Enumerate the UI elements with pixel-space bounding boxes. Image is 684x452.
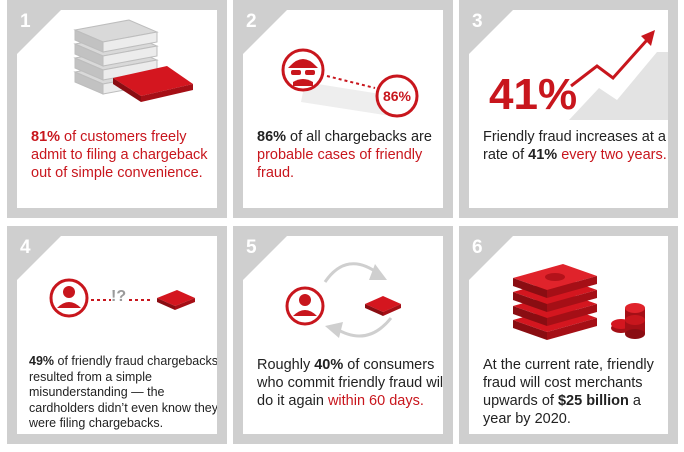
repeat-cycle-icon xyxy=(285,262,401,338)
percent-badge: 86% xyxy=(382,88,412,104)
card-text: Friendly fraud increases at a rate of 41… xyxy=(483,129,667,163)
stat-card-2: 2 86% 86% of all chargebacks are probabl… xyxy=(233,0,453,218)
card-number: 2 xyxy=(246,11,257,32)
stat-card-4: 4 !? 49% of friendly fraud chargebacks r… xyxy=(7,226,227,444)
card-text: 81% of customers freely admit to filing … xyxy=(31,129,208,181)
question-marks: !? xyxy=(111,288,127,305)
card-text: At the current rate, friendly fraud will… xyxy=(483,357,654,427)
card-number: 3 xyxy=(472,11,483,32)
stat-card-1: 1 81% of customers freely admit to f xyxy=(7,0,227,218)
card-number: 6 xyxy=(472,237,483,258)
card-text: Roughly 40% of consumers who commit frie… xyxy=(257,357,443,409)
money-stack-icon xyxy=(513,264,645,340)
stat-card-3: 3 41% Friendly fraud increases at a rate… xyxy=(459,0,678,218)
trend-arrow-icon xyxy=(569,30,668,120)
cardholder-icon xyxy=(49,278,195,318)
card-number: 4 xyxy=(20,237,31,258)
stat-card-5: 5 Roughly 40% of consumers who commit fr… xyxy=(233,226,453,444)
card-text: 49% of friendly fraud chargebacks result… xyxy=(29,354,217,430)
card-number: 5 xyxy=(246,237,257,258)
card-number: 1 xyxy=(20,11,31,32)
stacked-cards-icon xyxy=(73,19,193,102)
card-text: 86% of all chargebacks are probable case… xyxy=(257,129,432,181)
fraudster-icon xyxy=(281,48,419,118)
big-stat: 41% xyxy=(489,70,578,119)
stat-card-6: 6 xyxy=(459,226,678,444)
